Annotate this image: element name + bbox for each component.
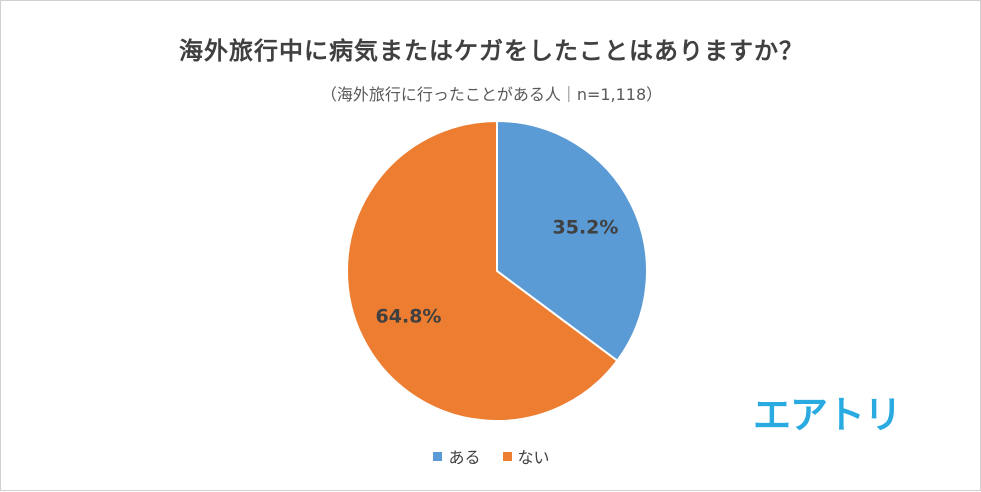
legend-swatch-nai (502, 451, 512, 461)
legend-label-aru: ある (448, 448, 481, 467)
chart-subtitle: （海外旅行に行ったことがある人｜n=1,118） (320, 85, 663, 104)
legend-item-nai: ない (502, 444, 550, 468)
chart-title: 海外旅行中に病気またはケガをしたことはありますか？ (179, 37, 804, 65)
legend-item-aru: ある (433, 444, 481, 468)
data-label-aru: 35.2% (553, 217, 619, 239)
legend-label-nai: ない (517, 448, 550, 467)
legend-swatch-aru (433, 451, 443, 461)
legend: ある ない (1, 444, 981, 468)
slice-aru (496, 119, 648, 363)
slice-nai (346, 119, 619, 422)
airtrip-logo: エアトリ (753, 393, 902, 437)
data-label-nai: 64.8% (376, 305, 442, 327)
